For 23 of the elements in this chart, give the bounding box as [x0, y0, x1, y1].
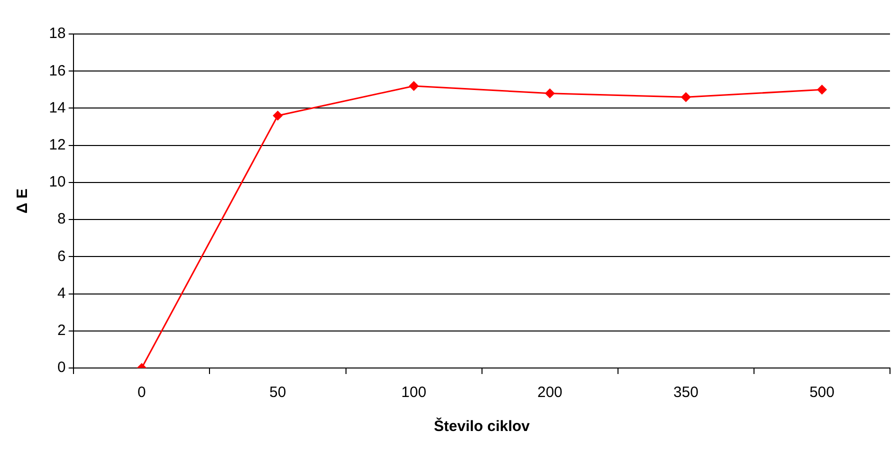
y-tick-label: 10 — [48, 174, 66, 191]
y-tick-label: 16 — [48, 62, 66, 80]
y-axis-title: Δ E — [14, 188, 32, 214]
x-tick-label: 500 — [809, 384, 834, 402]
point — [680, 92, 691, 102]
y-tick-label: 18 — [48, 25, 66, 42]
y-tick-label: 6 — [57, 248, 66, 265]
x-tick-label: 200 — [537, 384, 562, 402]
x-tick-label: 350 — [673, 384, 698, 402]
point — [816, 84, 827, 95]
x-axis-title: Število ciklov — [434, 417, 530, 436]
x-tick-label: 100 — [401, 384, 426, 402]
point — [272, 110, 283, 121]
y-tick-label: 0 — [57, 359, 66, 376]
y-tick-label: 4 — [57, 284, 66, 302]
point — [408, 80, 419, 91]
y-tick-label: 2 — [57, 322, 66, 340]
x-tick-label: 0 — [138, 384, 146, 402]
y-tick-label: 8 — [57, 210, 66, 228]
point — [544, 88, 555, 98]
x-tick-label: 50 — [269, 384, 286, 402]
y-tick-label: 14 — [48, 99, 66, 116]
y-tick-label: 12 — [48, 136, 66, 154]
